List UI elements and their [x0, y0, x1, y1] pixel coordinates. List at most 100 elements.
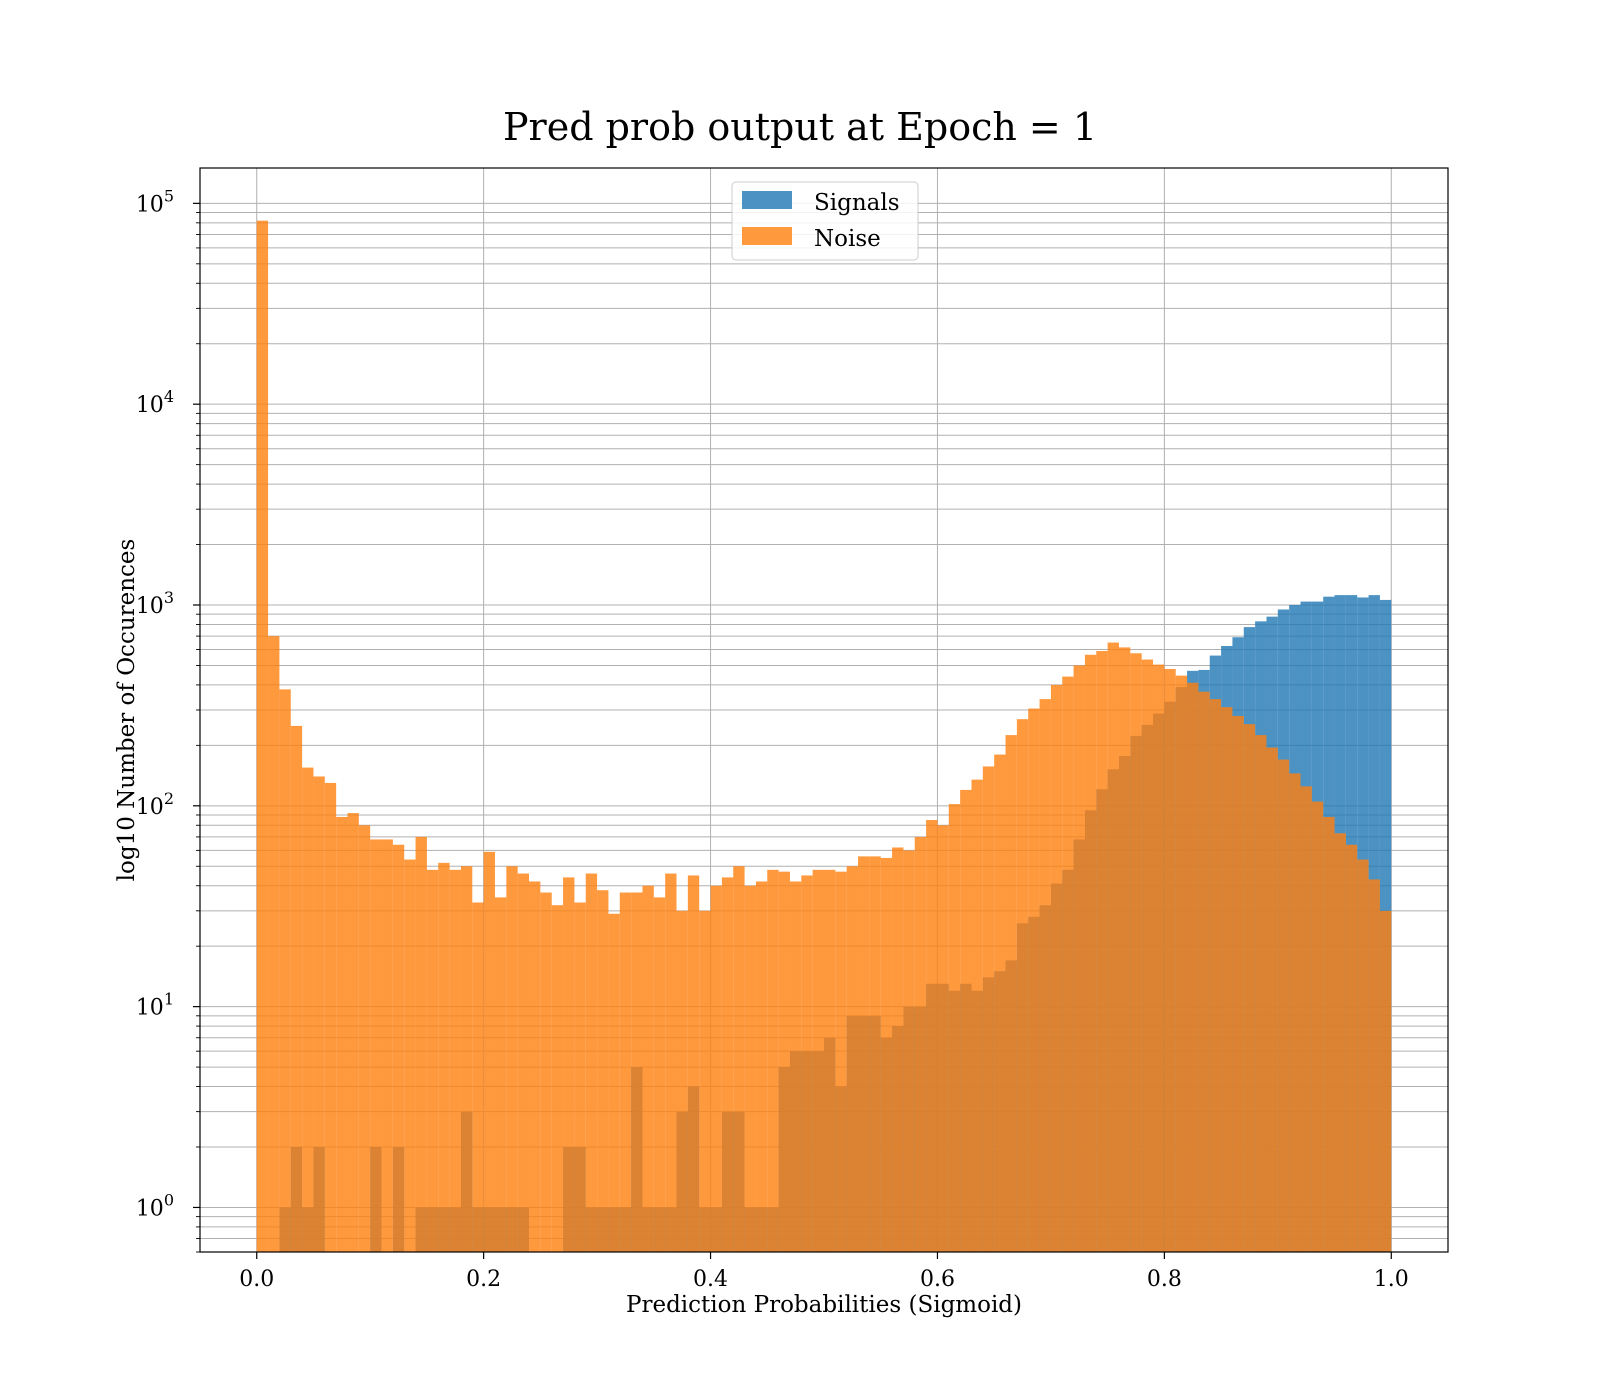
noise-bar: [460, 866, 473, 1252]
noise-bar: [1266, 747, 1278, 1252]
x-tick-label: 0.6: [920, 1267, 955, 1292]
noise-bar: [653, 897, 666, 1252]
noise-bar: [563, 877, 575, 1252]
noise-bar: [517, 873, 530, 1252]
noise-bar: [1243, 724, 1256, 1252]
noise-bar: [608, 913, 620, 1252]
noise-bar: [767, 869, 779, 1252]
legend-label-noise: Noise: [814, 226, 881, 252]
noise-bar: [1016, 719, 1029, 1252]
noise-bar: [1209, 699, 1222, 1252]
noise-bar: [948, 804, 961, 1252]
noise-bar: [642, 885, 654, 1252]
noise-bar: [324, 782, 337, 1252]
noise-bar: [1323, 816, 1335, 1252]
y-tick-label: 100: [136, 1190, 174, 1221]
noise-bar: [914, 836, 927, 1252]
noise-bar: [540, 892, 552, 1252]
noise-bar: [755, 881, 768, 1252]
noise-bar: [426, 869, 439, 1252]
noise-bar: [529, 881, 541, 1252]
noise-bar: [1187, 682, 1199, 1252]
noise-bar: [1357, 859, 1369, 1252]
noise-bar: [937, 825, 949, 1252]
noise-bar: [483, 851, 495, 1252]
noise-bar: [290, 725, 303, 1252]
noise-bar: [449, 869, 461, 1252]
noise-bar: [619, 892, 632, 1252]
legend: Signals Noise: [731, 181, 919, 261]
noise-bar: [1198, 691, 1210, 1252]
noise-bar: [846, 866, 859, 1252]
noise-bar: [551, 905, 564, 1252]
noise-bar: [801, 875, 813, 1252]
noise-bar: [880, 857, 893, 1252]
noise-bar: [1379, 910, 1392, 1252]
noise-bar: [960, 789, 972, 1252]
noise-bar: [1005, 735, 1017, 1252]
noise-bar: [778, 871, 790, 1252]
noise-bar: [1175, 675, 1188, 1252]
x-tick-label: 1.0: [1374, 1267, 1409, 1292]
noise-bar: [1118, 647, 1131, 1252]
noise-bar: [1141, 659, 1154, 1252]
x-tick-label: 0.4: [693, 1267, 728, 1292]
noise-bar: [926, 819, 938, 1252]
noise-bar: [302, 767, 314, 1252]
noise-bar: [903, 850, 915, 1252]
noise-bar: [687, 875, 700, 1252]
noise-bar: [404, 859, 416, 1252]
noise-bar: [1073, 665, 1085, 1252]
noise-bar: [381, 839, 393, 1252]
legend-label-signals: Signals: [814, 190, 900, 216]
y-tick-label: 104: [136, 387, 174, 418]
y-tick-label: 103: [136, 588, 174, 619]
noise-bar: [994, 754, 1006, 1252]
noise-bar: [268, 636, 280, 1252]
noise-bar: [710, 885, 722, 1252]
noise-bar: [824, 869, 836, 1252]
y-tick-label: 105: [136, 186, 174, 217]
x-axis-label: Prediction Probabilities (Sigmoid): [626, 1292, 1022, 1318]
noise-bar: [1096, 651, 1108, 1252]
y-axis-label: log10 Number of Occurences: [114, 539, 140, 882]
noise-bar: [336, 816, 348, 1252]
ticks-layer: 0.0 0.2 0.4 0.6 0.8 1.0 100 101 102 103 104 105: [136, 186, 1409, 1292]
noise-bar: [370, 839, 382, 1252]
noise-bar: [1232, 716, 1244, 1252]
noise-bar: [1107, 642, 1119, 1252]
noise-bar: [1130, 653, 1142, 1252]
noise-bar: [892, 847, 904, 1252]
noise-bar: [1050, 684, 1063, 1252]
noise-bar: [1289, 773, 1301, 1252]
noise-bar: [789, 881, 802, 1252]
x-tick-label: 0.8: [1147, 1267, 1182, 1292]
x-tick-label: 0.2: [466, 1267, 501, 1292]
noise-bar: [472, 902, 484, 1252]
noise-bar: [358, 825, 371, 1252]
noise-bar: [1300, 786, 1312, 1252]
x-tick-label: 0.0: [239, 1267, 274, 1292]
noise-bar: [313, 776, 325, 1252]
noise-bar: [676, 910, 688, 1252]
noise-bar: [1062, 676, 1074, 1252]
noise-bar: [494, 897, 507, 1252]
noise-bar: [1164, 669, 1176, 1252]
noise-bar: [347, 813, 359, 1252]
bars-layer: [256, 220, 1392, 1252]
noise-bar: [869, 856, 881, 1252]
noise-bar: [631, 892, 643, 1252]
noise-bar: [1311, 801, 1324, 1252]
noise-bar: [279, 689, 291, 1252]
series-noise: [256, 220, 1392, 1252]
noise-bar: [256, 220, 269, 1252]
noise-bar: [1255, 735, 1267, 1252]
legend-swatch-signals: [742, 191, 792, 209]
noise-bar: [1277, 759, 1290, 1252]
noise-bar: [506, 866, 518, 1252]
noise-bar: [585, 873, 598, 1252]
noise-bar: [392, 844, 405, 1252]
noise-bar: [971, 779, 983, 1252]
noise-bar: [1345, 844, 1358, 1252]
